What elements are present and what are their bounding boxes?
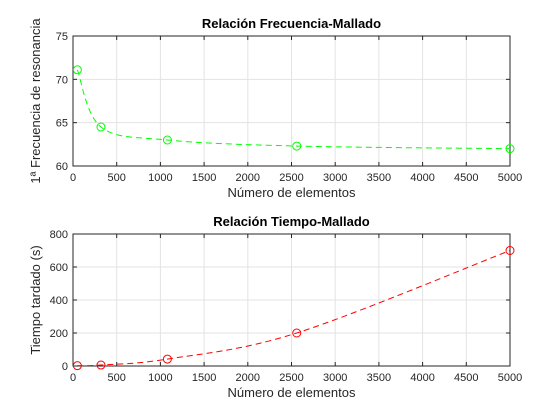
y-axis-label: 1ª Frecuencia de resonancia (28, 18, 43, 184)
x-tick-label: 1000 (148, 172, 172, 184)
chart-panel-2: 0 500 1000 1500 2000 2500 3000 3500 4000 4500 5000… (28, 214, 522, 400)
x-tick-label: 5000 (498, 372, 522, 384)
series-line (76, 69, 511, 150)
x-tick-label: 5000 (498, 172, 522, 184)
data-point-marker (505, 144, 515, 154)
x-tick-label: 2000 (236, 172, 260, 184)
chart-title: Relación Tiempo-Mallado (213, 214, 370, 229)
x-tick-label: 3000 (323, 172, 347, 184)
x-tick-label: 500 (108, 372, 126, 384)
y-tick-label: 200 (50, 328, 68, 340)
y-tick-label: 400 (50, 295, 68, 307)
data-point-marker (96, 360, 106, 370)
y-axis-label: Tiempo tardado (s) (28, 245, 43, 354)
x-tick-label: 4000 (410, 372, 434, 384)
chart-title: Relación Frecuencia-Mallado (202, 16, 381, 31)
data-point-marker (162, 135, 172, 145)
x-tick-label: 3500 (367, 172, 391, 184)
data-point-marker (72, 65, 82, 75)
y-tick-label: 600 (50, 262, 68, 274)
chart-panel-1: 0 500 1000 1500 2000 2500 3000 3500 4000 4500 5000… (28, 16, 522, 200)
x-tick-label: 3000 (323, 372, 347, 384)
x-tick-label: 0 (70, 372, 76, 384)
x-tick-label: 1000 (148, 372, 172, 384)
y-tick-label: 60 (56, 161, 68, 173)
x-axis-label: Número de elementos (228, 185, 356, 200)
y-tick-label: 70 (56, 74, 68, 86)
x-tick-label: 3500 (367, 372, 391, 384)
x-tick-label: 1500 (192, 372, 216, 384)
data-point-marker (292, 141, 302, 151)
x-tick-label: 4500 (454, 372, 478, 384)
x-axis-label: Número de elementos (228, 385, 356, 400)
series-line (77, 250, 511, 367)
data-point-marker (292, 328, 302, 338)
y-tick-label: 75 (56, 31, 68, 43)
y-tick-label: 800 (50, 229, 68, 241)
y-tick-label: 0 (62, 361, 68, 373)
x-tick-label: 2000 (236, 372, 260, 384)
x-tick-label: 1500 (192, 172, 216, 184)
data-point-marker (505, 246, 515, 255)
x-tick-label: 500 (108, 172, 126, 184)
x-tick-label: 2500 (279, 372, 303, 384)
y-tick-label: 65 (56, 118, 68, 130)
data-point-marker (72, 361, 82, 371)
x-tick-label: 0 (70, 172, 76, 184)
x-tick-label: 4500 (454, 172, 478, 184)
data-point-marker (96, 122, 106, 132)
x-tick-label: 4000 (410, 172, 434, 184)
x-tick-label: 2500 (279, 172, 303, 184)
data-point-marker (162, 354, 172, 364)
